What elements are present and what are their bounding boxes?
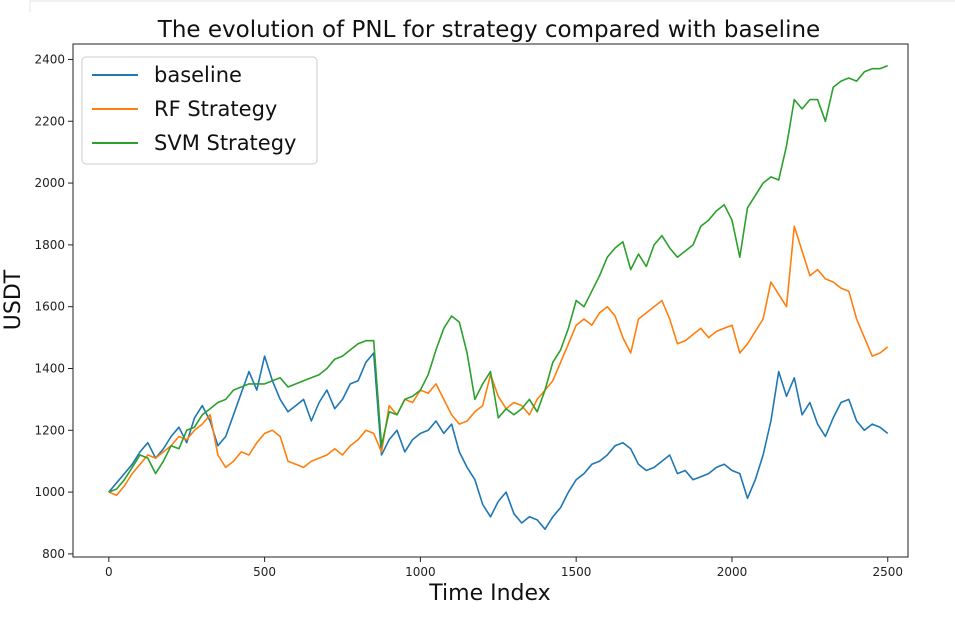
x-tick-label: 2000 [717,565,748,579]
series-line-svm-strategy [108,64,888,493]
x-tick-label: 1000 [405,565,436,579]
y-tick-label: 2000 [34,176,65,190]
series-line-baseline [108,352,889,530]
x-tick-label: 0 [105,565,113,579]
x-tick-label: 1500 [561,565,592,579]
series-layer [108,64,889,530]
plot-frame [72,43,909,558]
legend-items: baseline RF Strategy SVM Strategy [92,63,296,155]
plot-area: 0 500 1000 1500 2000 2500 800 1000 1200 1400 1600… [34,43,909,579]
y-axis-title: USDT [1,269,26,330]
legend-label-baseline: baseline [154,63,242,87]
y-tick-label: 1000 [34,485,65,499]
legend-box [81,56,318,165]
y-tick-label: 1600 [34,300,65,314]
series-line-rf-strategy [108,225,889,496]
chart-title: The evolution of PNL for strategy compar… [157,17,820,43]
y-tick-label: 1200 [34,423,65,437]
y-tick-label: 1800 [34,238,65,252]
y-tick-label: 2400 [34,52,65,66]
x-axis-title: Time Index [428,581,550,606]
legend-label-svm-strategy: SVM Strategy [154,131,296,155]
y-tick-label: 1400 [34,361,65,375]
x-tick-label: 500 [253,565,276,579]
y-tick-label: 2200 [34,114,65,128]
x-axis: 0 500 1000 1500 2000 2500 [105,557,903,579]
y-axis: 800 1000 1200 1400 1600 1800 2000 2200 2400 [34,52,73,561]
legend: baseline RF Strategy SVM Strategy [81,56,318,165]
x-tick-label: 2500 [872,565,903,579]
y-tick-label: 800 [42,547,65,561]
legend-label-rf-strategy: RF Strategy [154,97,277,121]
